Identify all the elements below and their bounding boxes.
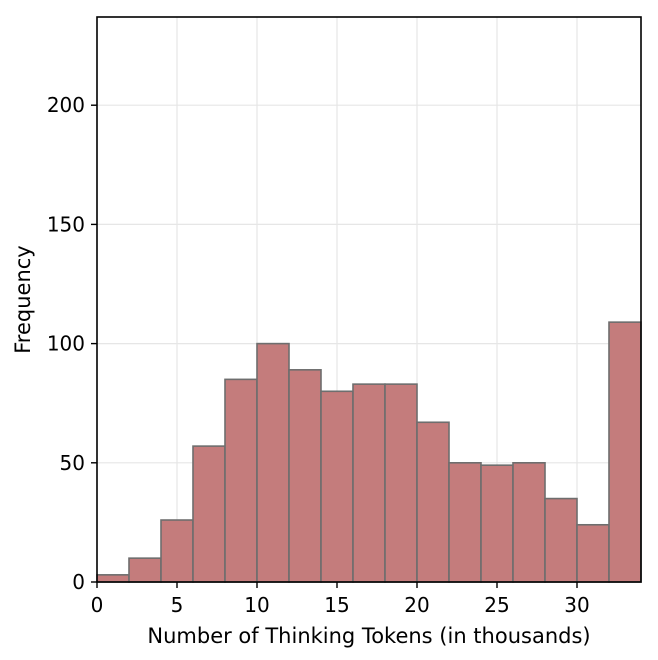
x-tick-label: 0: [91, 593, 104, 617]
histogram-bar: [256, 342, 290, 583]
histogram-bar: [128, 557, 162, 583]
x-tick-label: 15: [324, 593, 349, 617]
histogram-bar: [384, 383, 418, 583]
x-axis-title: Number of Thinking Tokens (in thousands): [147, 624, 590, 648]
y-axis-title: Frequency: [11, 245, 35, 354]
axis-ticks: 0 5 10 15 20 25 30 0 50 100 150 200: [47, 93, 590, 617]
x-tick-label: 20: [404, 593, 429, 617]
x-tick-label: 30: [564, 593, 589, 617]
y-tick-label: 100: [47, 332, 85, 356]
x-tick-label: 5: [171, 593, 184, 617]
histogram-bar: [544, 497, 578, 583]
y-tick-label: 0: [72, 570, 85, 594]
histogram-bar: [576, 523, 610, 583]
histogram-bars: [96, 321, 642, 583]
histogram-bar: [192, 445, 226, 583]
histogram-bar: [224, 378, 258, 583]
histogram-bar: [512, 462, 546, 583]
histogram-bar: [448, 462, 482, 583]
histogram-bar: [96, 574, 130, 583]
histogram-bar: [160, 519, 194, 583]
x-tick-label: 10: [244, 593, 269, 617]
histogram-bar: [480, 464, 514, 583]
histogram-bar: [608, 321, 642, 583]
grid-lines: [97, 17, 641, 582]
x-tick-label: 25: [484, 593, 509, 617]
histogram-bar: [320, 390, 354, 583]
y-tick-label: 50: [60, 451, 85, 475]
plot-frame: [96, 16, 642, 583]
y-tick-label: 150: [47, 212, 85, 236]
histogram-bar: [416, 421, 450, 583]
y-tick-label: 200: [47, 93, 85, 117]
histogram-bar: [352, 383, 386, 583]
histogram-bar: [288, 369, 322, 583]
